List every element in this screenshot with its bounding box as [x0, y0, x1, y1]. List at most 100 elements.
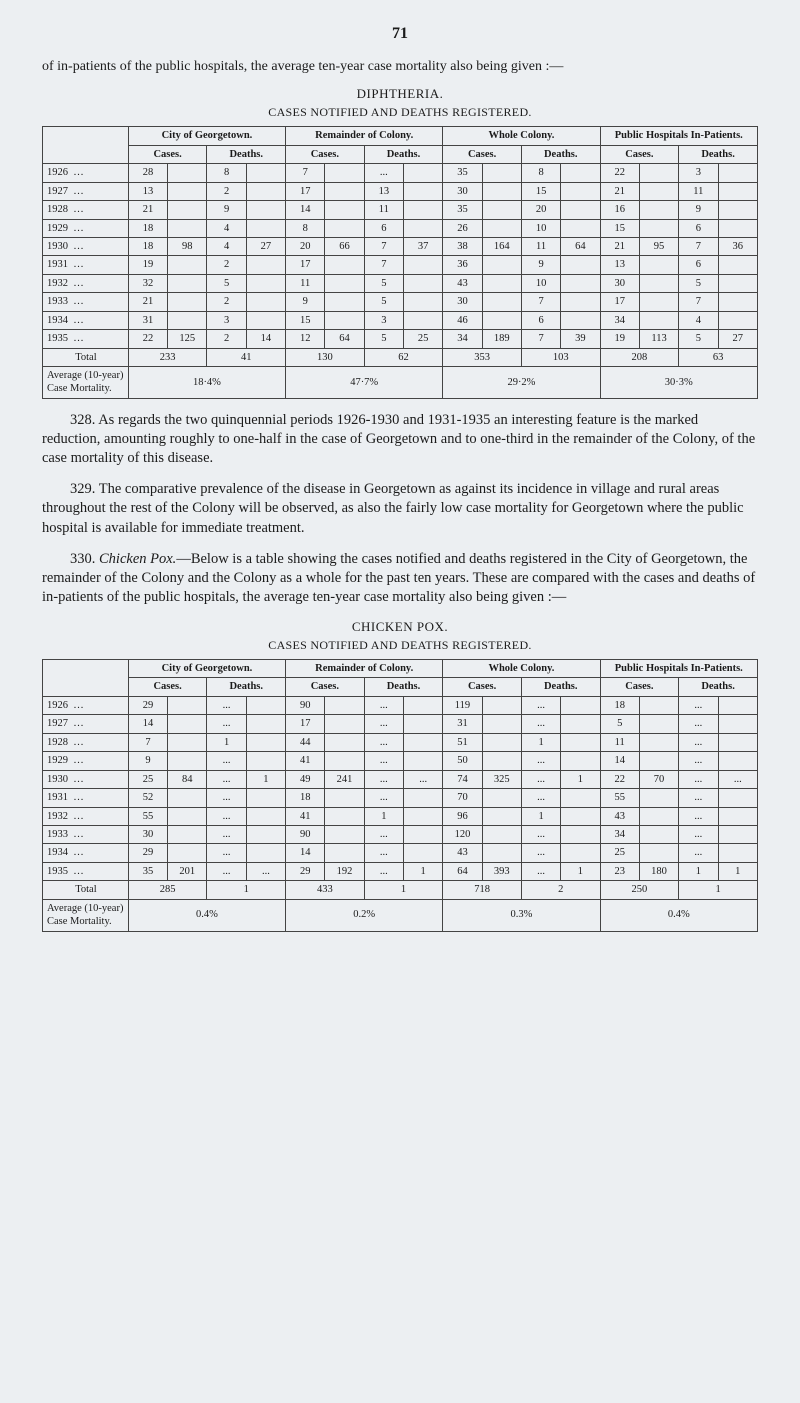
data-cell: 41 — [286, 752, 325, 770]
data-cell — [325, 182, 364, 200]
data-cell: 1 — [679, 862, 718, 880]
data-cell: 55 — [600, 789, 639, 807]
data-cell — [168, 164, 207, 182]
data-cell: 25 — [128, 770, 167, 788]
data-cell: ... — [521, 862, 560, 880]
data-cell: 14 — [128, 715, 167, 733]
data-cell — [404, 293, 443, 311]
data-cell: 30 — [443, 293, 482, 311]
data-cell: 6 — [679, 256, 718, 274]
total-cell: 718 — [443, 881, 522, 899]
data-cell: ... — [364, 789, 403, 807]
data-cell — [561, 256, 600, 274]
data-cell: 192 — [325, 862, 364, 880]
data-cell: ... — [521, 696, 560, 714]
data-cell: 14 — [286, 844, 325, 862]
data-cell: ... — [364, 164, 403, 182]
data-cell: ... — [521, 844, 560, 862]
data-cell: 9 — [128, 752, 167, 770]
col-sub: Deaths. — [364, 678, 443, 696]
data-cell — [718, 825, 758, 843]
data-cell: 96 — [443, 807, 482, 825]
data-cell — [168, 807, 207, 825]
data-cell — [639, 311, 678, 329]
data-cell — [482, 274, 521, 292]
data-cell: 393 — [482, 862, 521, 880]
data-cell: ... — [364, 733, 403, 751]
data-cell: ... — [207, 844, 246, 862]
data-cell — [639, 807, 678, 825]
col-sub: Deaths. — [679, 145, 758, 163]
data-cell — [246, 219, 285, 237]
total-cell: 285 — [128, 881, 207, 899]
data-cell: 74 — [443, 770, 482, 788]
data-cell: ... — [207, 696, 246, 714]
data-cell: 113 — [639, 330, 678, 348]
data-cell — [482, 311, 521, 329]
data-cell: ... — [521, 752, 560, 770]
data-cell: ... — [679, 733, 718, 751]
data-cell: 43 — [443, 274, 482, 292]
data-cell: 55 — [128, 807, 167, 825]
data-cell: 44 — [286, 733, 325, 751]
data-cell — [404, 752, 443, 770]
data-cell — [639, 201, 678, 219]
data-cell: 2 — [207, 293, 246, 311]
data-cell: 1 — [718, 862, 758, 880]
data-cell: 50 — [443, 752, 482, 770]
data-cell: 46 — [443, 311, 482, 329]
year-cell: 1927 … — [43, 715, 129, 733]
data-cell: 20 — [286, 237, 325, 255]
data-cell: ... — [364, 715, 403, 733]
data-cell — [325, 825, 364, 843]
data-cell: 64 — [325, 330, 364, 348]
data-cell: 7 — [364, 256, 403, 274]
data-cell: ... — [521, 770, 560, 788]
data-cell: 9 — [207, 201, 246, 219]
data-cell: 180 — [639, 862, 678, 880]
data-cell — [168, 293, 207, 311]
data-cell: 16 — [600, 201, 639, 219]
data-cell — [404, 219, 443, 237]
data-cell: 70 — [443, 789, 482, 807]
data-cell: ... — [521, 789, 560, 807]
data-cell: 84 — [168, 770, 207, 788]
total-cell: 41 — [207, 348, 286, 366]
data-cell: 64 — [443, 862, 482, 880]
data-cell: 34 — [600, 825, 639, 843]
data-cell — [325, 844, 364, 862]
data-cell: 29 — [286, 862, 325, 880]
data-cell — [718, 844, 758, 862]
data-cell — [718, 219, 758, 237]
year-cell: 1927 … — [43, 182, 129, 200]
data-cell: 22 — [600, 164, 639, 182]
data-cell: ... — [679, 696, 718, 714]
col-group: City of Georgetown. — [128, 660, 285, 678]
data-cell — [482, 715, 521, 733]
year-cell: 1935 … — [43, 330, 129, 348]
data-cell: 21 — [600, 182, 639, 200]
data-cell — [404, 182, 443, 200]
paragraph-328: 328. As regards the two quinquennial per… — [42, 411, 758, 468]
data-cell: 36 — [718, 237, 758, 255]
total-label: Total — [43, 348, 129, 366]
data-cell: ... — [364, 862, 403, 880]
data-cell — [246, 182, 285, 200]
data-cell — [718, 807, 758, 825]
total-cell: 208 — [600, 348, 679, 366]
data-cell — [404, 715, 443, 733]
data-cell — [246, 164, 285, 182]
intro-paragraph: of in-patients of the public hospitals, … — [42, 58, 758, 76]
data-cell: 22 — [600, 770, 639, 788]
data-cell: 11 — [364, 201, 403, 219]
data-cell — [639, 164, 678, 182]
data-cell: 90 — [286, 696, 325, 714]
data-cell: ... — [207, 752, 246, 770]
data-cell — [718, 311, 758, 329]
data-cell: 29 — [128, 696, 167, 714]
total-label: Total — [43, 881, 129, 899]
diphtheria-title: DIPHTHERIA. — [42, 86, 758, 103]
data-cell: 49 — [286, 770, 325, 788]
total-cell: 130 — [286, 348, 365, 366]
data-cell — [482, 293, 521, 311]
